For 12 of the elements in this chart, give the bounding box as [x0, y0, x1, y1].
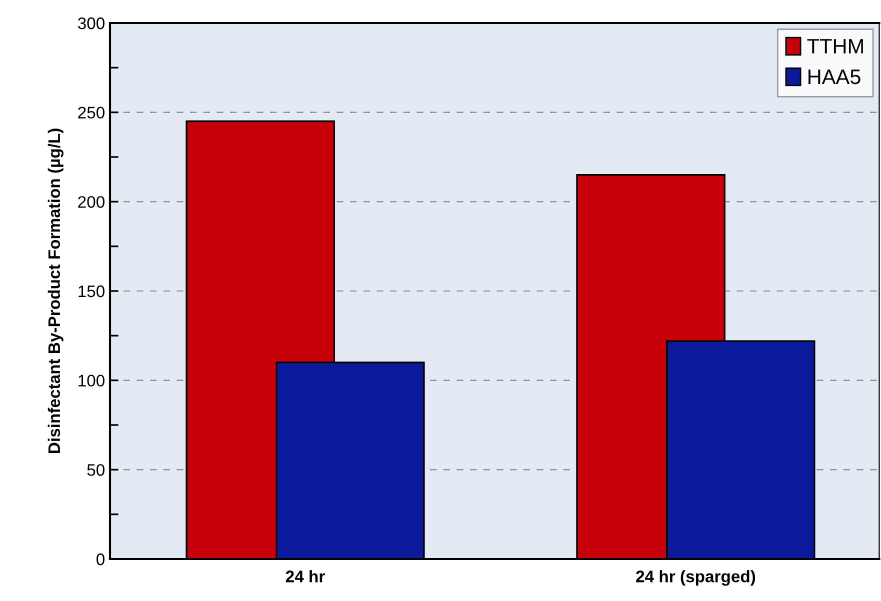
y-tick-label: 100 — [78, 374, 104, 387]
y-tick-label: 150 — [78, 285, 104, 298]
y-tick-label: 0 — [96, 553, 104, 566]
legend-label: TTHM — [807, 39, 863, 54]
y-axis-title: Disinfectant By-Product Formation (µg/L) — [48, 128, 64, 454]
x-tick-label: 24 hr (sparged) — [636, 570, 756, 586]
x-tick-label: 24 hr — [286, 570, 325, 582]
legend-label: HAA5 — [808, 70, 860, 84]
y-tick-label: 50 — [87, 464, 104, 476]
y-tick-label: 200 — [78, 196, 104, 208]
y-tick-label: 300 — [78, 17, 104, 30]
y-tick-label: 250 — [78, 106, 104, 119]
